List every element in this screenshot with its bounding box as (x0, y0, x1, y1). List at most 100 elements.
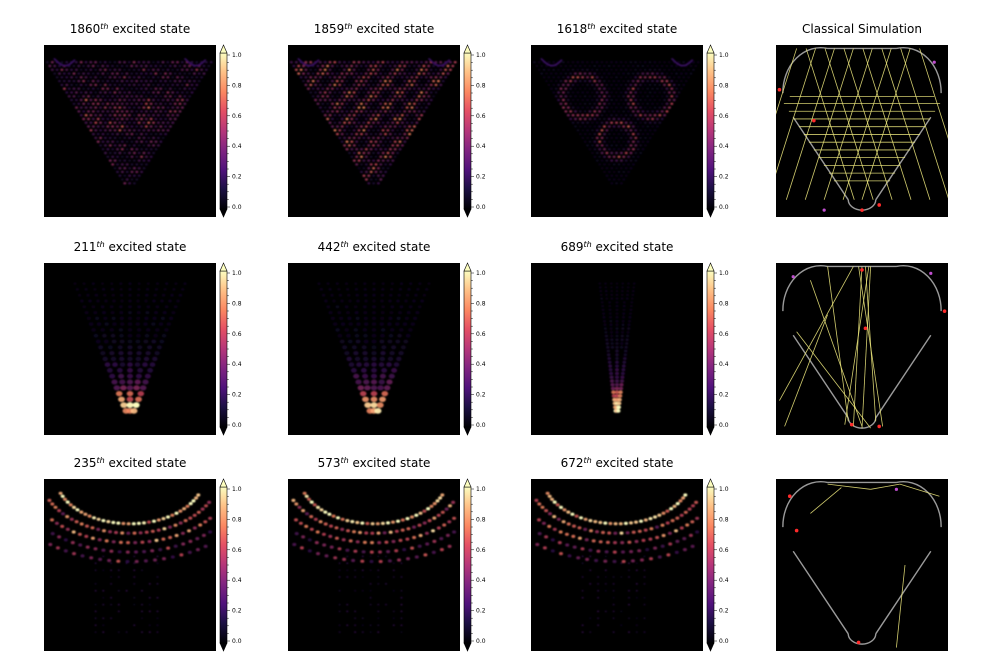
panel-r1c3: 1618th excited state 0.0 0.2 0.4 0.6 0.8 1.0 (531, 22, 729, 218)
colorbar-tick-label: 0.0 (232, 422, 242, 429)
colorbar-tick-label: 0.8 (232, 82, 242, 89)
density-pattern (45, 57, 213, 185)
panel-title: 689th excited state (561, 240, 674, 254)
colorbar-tick-label: 0.6 (476, 547, 486, 554)
panel-title: 235th excited state (74, 456, 187, 470)
density-pattern (532, 57, 700, 185)
colorbar-tick-label: 0.2 (719, 608, 729, 615)
density-pattern (73, 282, 187, 414)
panel-r2c1: 211th excited state 0.0 0.2 0.4 0.6 0.8 1.0 (44, 240, 242, 436)
density-pattern (317, 282, 431, 414)
colorbar-tick-label: 1.0 (719, 52, 729, 59)
colorbar-tick-label: 0.6 (476, 331, 486, 338)
panel-title: 442th excited state (318, 240, 431, 254)
colorbar-tick-label: 0.8 (476, 82, 486, 89)
panel-title: Classical Simulation (802, 22, 922, 36)
colorbar-tick-label: 0.0 (719, 638, 729, 645)
colorbar: 0.0 0.2 0.4 0.6 0.8 1.0 (463, 478, 486, 652)
colorbar-tick-label: 0.0 (232, 204, 242, 211)
density-pattern (534, 491, 700, 633)
colorbar-tick-label: 0.4 (476, 577, 486, 584)
panel-title: 672th excited state (561, 456, 674, 470)
colorbar-tick-label: 0.4 (719, 143, 729, 150)
colorbar-tick-label: 1.0 (476, 52, 486, 59)
classical-trajectory (782, 481, 942, 648)
colorbar-tick-label: 0.8 (232, 300, 242, 307)
panel-r2c4 (776, 263, 948, 435)
colorbar: 0.0 0.2 0.4 0.6 0.8 1.0 (219, 478, 242, 652)
panel-title: 573th excited state (318, 456, 431, 470)
colorbar: 0.0 0.2 0.4 0.6 0.8 1.0 (706, 478, 729, 652)
colorbar-tick-label: 0.2 (476, 392, 486, 399)
colorbar-tick-label: 0.8 (476, 300, 486, 307)
colorbar-tick-label: 0.6 (476, 113, 486, 120)
colorbar-tick-label: 0.4 (232, 361, 242, 368)
colorbar-tick-label: 1.0 (719, 486, 729, 493)
panel-title: 211th excited state (74, 240, 187, 254)
colorbar-tick-label: 0.2 (232, 608, 242, 615)
colorbar-tick-label: 0.0 (719, 422, 729, 429)
colorbar-tick-label: 0.4 (476, 143, 486, 150)
panels-layer: 1860th excited state0.00.20.40.60.81.018… (44, 22, 948, 652)
colorbar: 0.0 0.2 0.4 0.6 0.8 1.0 (219, 262, 242, 436)
colorbar-tick-label: 0.4 (719, 361, 729, 368)
density-pattern (47, 491, 213, 633)
panel-r3c4 (776, 479, 948, 651)
colorbar-tick-label: 1.0 (232, 52, 242, 59)
colorbar-tick-label: 1.0 (476, 270, 486, 277)
panel-r3c3: 672th excited state 0.0 0.2 0.4 0.6 0.8 1.0 (531, 456, 729, 652)
colorbar-tick-label: 0.2 (476, 174, 486, 181)
colorbar-tick-label: 0.8 (476, 516, 486, 523)
colorbar-tick-label: 0.0 (719, 204, 729, 211)
colorbar-tick-label: 1.0 (232, 486, 242, 493)
colorbar-tick-label: 0.6 (719, 331, 729, 338)
density-pattern (291, 491, 457, 633)
panel-r1c4: Classical Simulation (776, 22, 948, 217)
colorbar: 0.0 0.2 0.4 0.6 0.8 1.0 (463, 262, 486, 436)
colorbar-tick-label: 0.6 (719, 547, 729, 554)
colorbar-tick-label: 0.2 (232, 392, 242, 399)
colorbar-tick-label: 0.4 (719, 577, 729, 584)
colorbar: 0.0 0.2 0.4 0.6 0.8 1.0 (706, 44, 729, 218)
colorbar-tick-label: 1.0 (719, 270, 729, 277)
colorbar-tick-label: 0.0 (476, 204, 486, 211)
colorbar-tick-label: 1.0 (476, 486, 486, 493)
panel-r1c2: 1859th excited state 0.0 0.2 0.4 0.6 0.8 1.0 (288, 22, 486, 218)
colorbar: 0.0 0.2 0.4 0.6 0.8 1.0 (706, 262, 729, 436)
colorbar: 0.0 0.2 0.4 0.6 0.8 1.0 (219, 44, 242, 218)
colorbar-tick-label: 0.4 (232, 577, 242, 584)
colorbar-tick-label: 0.8 (232, 516, 242, 523)
colorbar: 0.0 0.2 0.4 0.6 0.8 1.0 (463, 44, 486, 218)
colorbar-tick-label: 0.6 (232, 547, 242, 554)
panel-title: 1618th excited state (557, 22, 678, 36)
classical-trajectory (776, 47, 948, 212)
panel-r3c1: 235th excited state 0.0 0.2 0.4 0.6 0.8 1.0 (44, 456, 242, 652)
colorbar-tick-label: 0.2 (719, 392, 729, 399)
panel-title: 1860th excited state (70, 22, 191, 36)
colorbar-tick-label: 0.6 (719, 113, 729, 120)
colorbar-tick-label: 0.2 (232, 174, 242, 181)
classical-trajectory (779, 265, 947, 429)
panel-image (776, 479, 948, 651)
colorbar-tick-label: 0.4 (476, 361, 486, 368)
colorbar-tick-label: 0.8 (719, 516, 729, 523)
panel-r2c3: 689th excited state 0.0 0.2 0.4 0.6 0.8 1.0 (531, 240, 729, 436)
colorbar-tick-label: 0.4 (232, 143, 242, 150)
panel-r1c1: 1860th excited state 0.0 0.2 0.4 0.6 0.8 1.0 (44, 22, 242, 218)
colorbar-tick-label: 0.8 (719, 300, 729, 307)
colorbar-tick-label: 0.6 (232, 113, 242, 120)
density-pattern (289, 57, 457, 185)
colorbar-tick-label: 0.2 (476, 608, 486, 615)
panel-r2c2: 442th excited state 0.0 0.2 0.4 0.6 0.8 1.0 (288, 240, 486, 436)
panel-image (776, 45, 948, 217)
density-pattern (598, 282, 636, 413)
colorbar-tick-label: 0.6 (232, 331, 242, 338)
colorbar-tick-label: 0.0 (476, 422, 486, 429)
colorbar-tick-label: 0.2 (719, 174, 729, 181)
colorbar-tick-label: 0.8 (719, 82, 729, 89)
colorbar-tick-label: 0.0 (232, 638, 242, 645)
panel-r3c2: 573th excited state 0.0 0.2 0.4 0.6 0.8 1.0 (288, 456, 486, 652)
panel-title: 1859th excited state (314, 22, 435, 36)
colorbar-tick-label: 0.0 (476, 638, 486, 645)
